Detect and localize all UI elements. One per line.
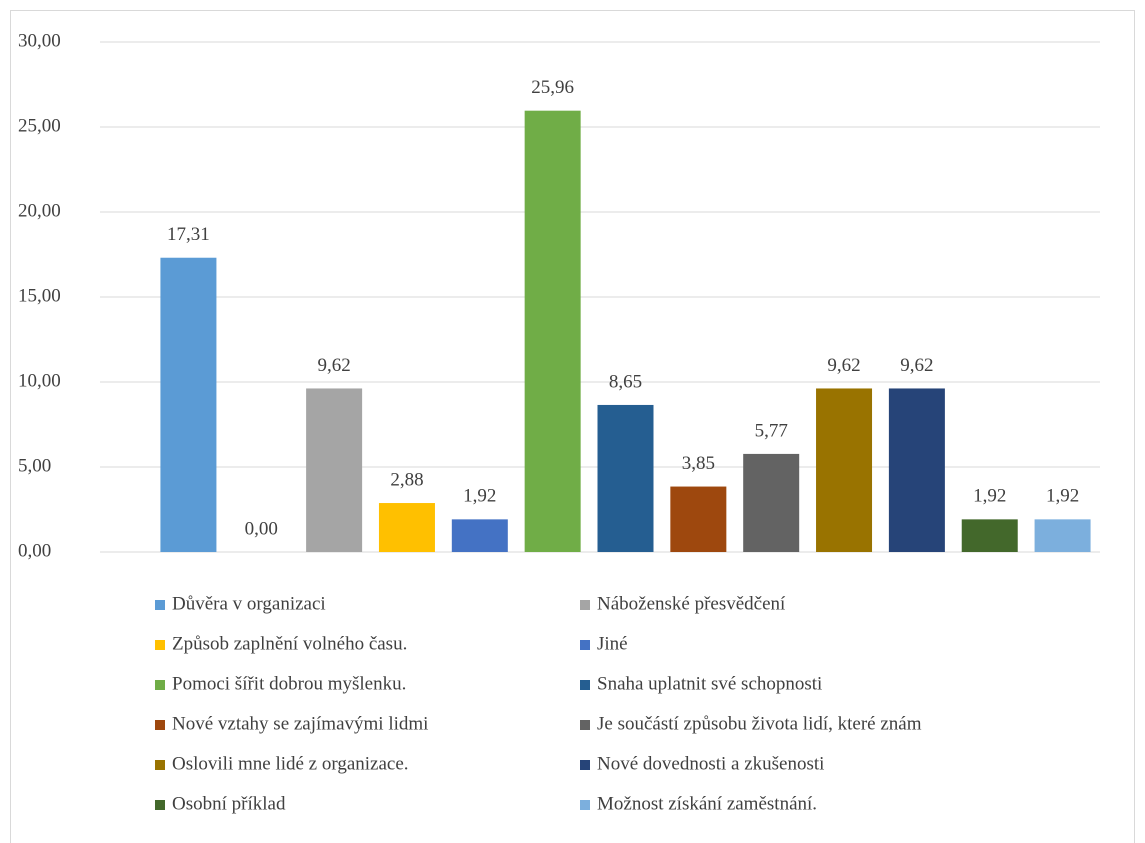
legend-swatch [155,640,165,650]
y-tick-label: 5,00 [18,455,51,476]
value-label: 8,65 [609,371,642,392]
value-label: 9,62 [317,355,350,376]
value-label: 1,92 [1046,486,1079,507]
legend-label: Důvěra v organizaci [172,593,326,614]
y-tick-label: 10,00 [18,370,61,391]
legend-label: Způsob zaplnění volného času. [172,633,407,654]
legend-swatch [580,640,590,650]
value-label: 0,00 [245,518,278,539]
legend-label: Nové dovednosti a zkušenosti [597,753,824,774]
legend-swatch [580,600,590,610]
legend-label: Oslovili mne lidé z organizace. [172,753,409,774]
value-label: 5,77 [755,420,788,441]
value-label: 25,96 [531,77,574,98]
legend-swatch [155,600,165,610]
legend-swatch [580,680,590,690]
y-tick-label: 0,00 [18,540,51,561]
legend-label: Nové vztahy se zajímavými lidmi [172,713,428,734]
y-tick-label: 25,00 [18,115,61,136]
y-tick-label: 20,00 [18,200,61,221]
legend-swatch [155,800,165,810]
bar [1034,519,1091,552]
value-label: 17,31 [167,224,210,245]
bar [670,486,727,552]
bar [524,110,581,553]
legend-label: Snaha uplatnit své schopnosti [597,673,822,694]
legend-swatch [155,680,165,690]
value-label: 1,92 [973,486,1006,507]
value-label: 9,62 [900,355,933,376]
bar [306,388,363,552]
value-label: 1,92 [463,486,496,507]
bar [816,388,873,552]
y-tick-label: 15,00 [18,285,61,306]
value-label: 9,62 [827,355,860,376]
legend-swatch [580,760,590,770]
legend-swatch [155,760,165,770]
bar [597,404,654,552]
value-label: 3,85 [682,453,715,474]
legend-label: Pomoci šířit dobrou myšlenku. [172,673,406,694]
legend-label: Osobní příklad [172,793,286,814]
bar [160,257,217,552]
legend-label: Jiné [597,633,628,654]
bar [888,388,945,552]
bar [743,453,800,552]
value-label: 2,88 [390,469,423,490]
bar [451,519,508,552]
chart-border [10,10,1135,843]
legend-swatch [580,720,590,730]
legend-label: Je součástí způsobu života lidí, které z… [597,713,922,734]
legend-label: Možnost získání zaměstnání. [597,793,817,814]
y-tick-label: 30,00 [18,30,61,51]
legend-label: Náboženské přesvědčení [597,593,786,614]
legend-swatch [580,800,590,810]
bar [961,519,1018,552]
bar [378,503,435,552]
legend-swatch [155,720,165,730]
